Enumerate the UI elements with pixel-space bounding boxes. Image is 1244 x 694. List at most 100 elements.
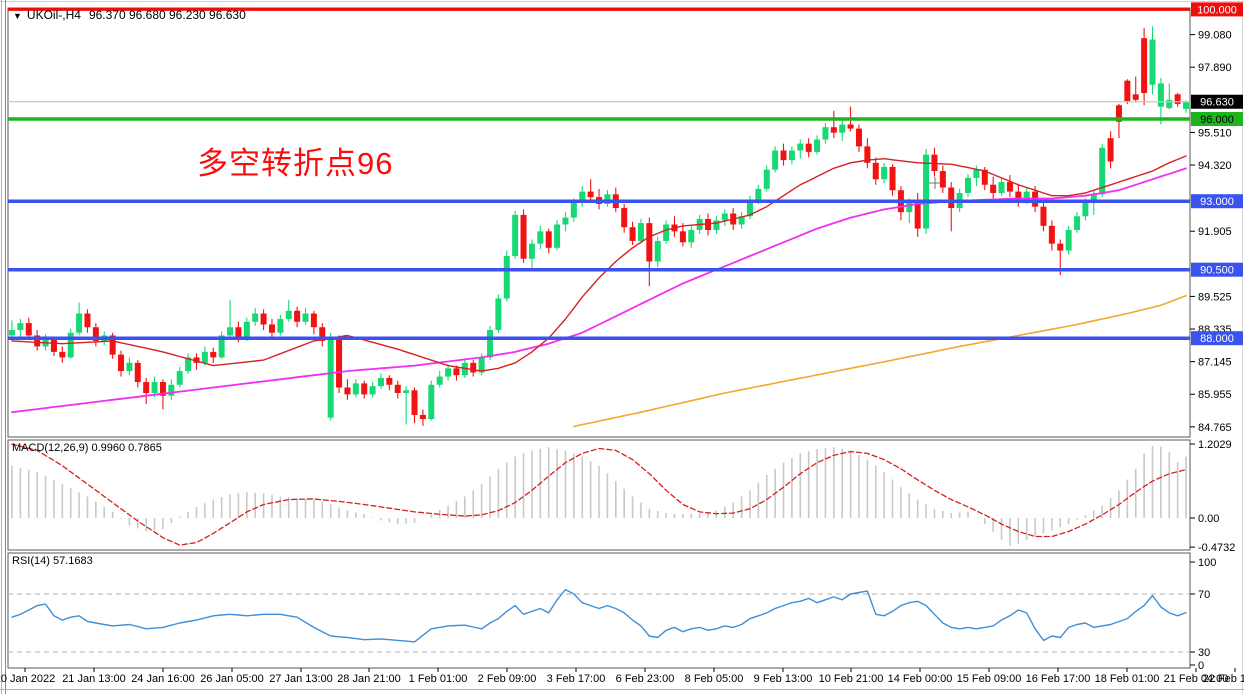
candle-bull	[243, 321, 250, 339]
candle-bear	[864, 146, 871, 163]
candle-bear	[386, 377, 393, 385]
candle-bear	[872, 162, 879, 180]
level-price-badge-bg	[1191, 2, 1243, 17]
candle-bear	[336, 338, 343, 388]
symbol-dropdown-icon[interactable]: ▼	[13, 11, 22, 21]
time-axis-label: 28 Jan 21:00	[337, 673, 401, 685]
ma-orange-line	[573, 294, 1187, 428]
macd-axis-label: 0.00	[1198, 513, 1219, 525]
time-axis-label: 21 Jan 13:00	[62, 673, 126, 685]
candle-bull	[445, 368, 452, 377]
candle-bull	[738, 216, 745, 225]
candle-bear	[629, 227, 636, 241]
candle-bull	[973, 169, 980, 178]
candle-bull	[822, 127, 829, 140]
candle-bear	[855, 128, 862, 147]
candle-bear	[1141, 38, 1148, 93]
candle-bull	[1065, 229, 1072, 251]
level-price-badge-bg	[1191, 331, 1243, 346]
price-axis-label: 99.080	[1198, 30, 1232, 42]
candle-bull	[688, 229, 695, 243]
candle-bull	[1149, 39, 1156, 85]
candle-bull	[277, 319, 284, 333]
current-price-badge: 96.630	[1200, 97, 1234, 109]
candle-bull	[528, 243, 535, 259]
time-axis-label: 2 Feb 09:00	[478, 673, 537, 685]
candle-bull	[637, 223, 644, 241]
level-price-badge: 88.000	[1200, 333, 1234, 345]
candle-bear	[411, 390, 418, 415]
candle-bear	[319, 327, 326, 341]
candle-bull	[755, 188, 762, 200]
time-axis-label: 15 Feb 09:00	[957, 673, 1022, 685]
candle-bear	[92, 327, 99, 341]
candle-bear	[1132, 94, 1139, 100]
candle-bear	[990, 184, 997, 193]
candle-bear	[981, 169, 988, 185]
candle-bull	[839, 124, 846, 133]
candle-bear	[948, 187, 955, 209]
candle-bull	[1082, 202, 1089, 217]
candle-bull	[67, 332, 74, 358]
time-axis-label: 22 Feb 13:00	[1203, 673, 1244, 685]
candle-bear	[419, 414, 426, 420]
candle-bull	[352, 383, 359, 395]
price-axis-label: 91.905	[1198, 226, 1232, 238]
candle-bear	[520, 214, 527, 259]
candle-bear	[830, 127, 837, 133]
candle-bull	[377, 377, 384, 387]
candle-bear	[587, 191, 594, 198]
candle-bear	[159, 382, 166, 396]
candle-bull	[579, 191, 586, 203]
level-price-badge-bg	[1191, 112, 1243, 126]
time-axis-label: 16 Feb 17:00	[1026, 673, 1091, 685]
candle-bear	[679, 231, 686, 243]
candle-bear	[889, 166, 896, 191]
rsi-axis-label: 70	[1198, 589, 1210, 601]
candle-bull	[218, 335, 225, 358]
candle-bear	[1040, 206, 1047, 226]
candle-bear	[109, 335, 116, 355]
price-axis-label: 95.510	[1198, 127, 1232, 139]
candle-bear	[914, 202, 921, 229]
candle-bull	[713, 220, 720, 230]
time-axis-label: 24 Jan 16:00	[131, 673, 195, 685]
candle-bull	[487, 329, 494, 358]
candle-bull	[512, 214, 519, 256]
candle-bear	[143, 382, 150, 393]
candle-bull	[168, 384, 175, 396]
candle-bull	[176, 371, 183, 385]
candle-bear	[193, 357, 200, 363]
candle-bear	[25, 323, 32, 336]
candle-bull	[76, 313, 83, 333]
candle-bear	[1124, 80, 1131, 102]
candle-bear	[260, 313, 267, 325]
candle-bull	[1099, 147, 1106, 195]
candle-bull	[227, 327, 234, 336]
candle-bull	[1183, 101, 1190, 109]
level-price-badge-bg	[1191, 194, 1243, 209]
candle-bear	[134, 362, 141, 383]
time-axis-label: 1 Feb 01:00	[409, 673, 468, 685]
candle-bear	[344, 387, 351, 395]
candle-bear	[1006, 182, 1013, 192]
candle-bear	[939, 171, 946, 188]
price-axis-label: 84.765	[1198, 422, 1232, 434]
macd-signal-line	[11, 443, 1187, 546]
time-axis-label: 3 Feb 17:00	[547, 673, 606, 685]
price-axis-label: 89.525	[1198, 291, 1232, 303]
candle-bull	[1166, 99, 1173, 109]
time-axis-label: 14 Feb 00:00	[888, 673, 953, 685]
candle-bull	[1023, 191, 1030, 202]
candle-bull	[478, 357, 485, 373]
candle-bear	[361, 383, 368, 395]
candle-bull	[201, 351, 208, 363]
candle-bull	[881, 166, 888, 180]
level-price-badge: 93.000	[1200, 196, 1234, 208]
candle-bear	[1015, 191, 1022, 202]
candle-bull	[17, 323, 24, 330]
candle-bear	[84, 313, 91, 328]
